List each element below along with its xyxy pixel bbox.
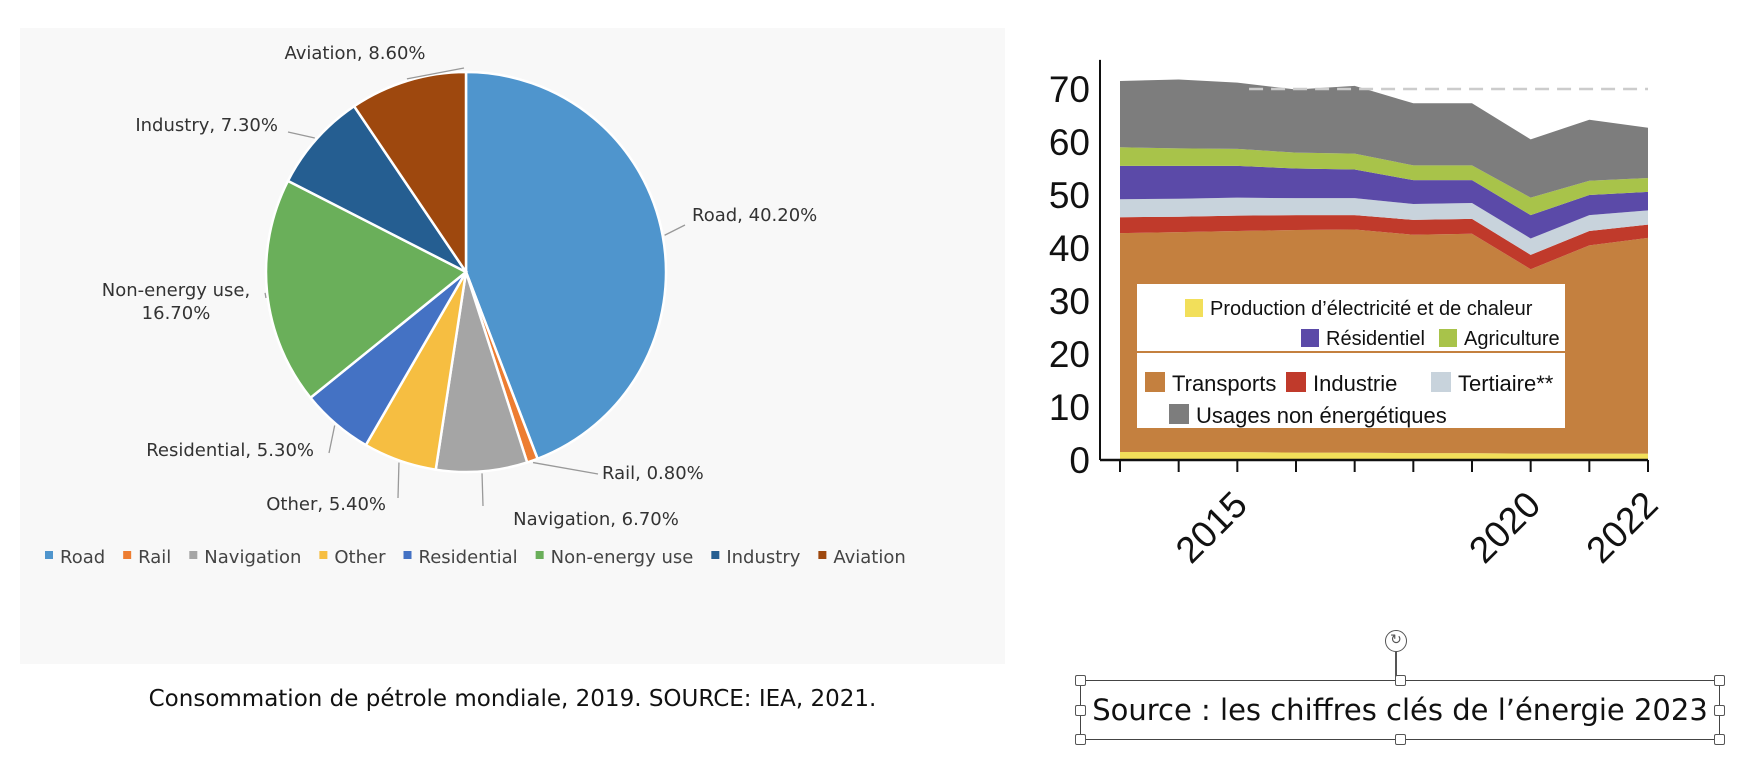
area-layer-production-d-electricite-et-de-chaleur	[1120, 452, 1648, 460]
pie-slices	[264, 70, 668, 474]
pie-legend-label-rail: Rail	[138, 547, 171, 568]
resize-handle-bottom-right[interactable]	[1714, 734, 1725, 745]
area-legend-swatch-residentiel	[1301, 329, 1319, 347]
pie-label-rail: Rail, 0.80%	[602, 463, 704, 484]
area-legend-label-agriculture: Agriculture	[1464, 328, 1560, 350]
pie-legend-swatch-navigation	[189, 551, 198, 559]
pie-leader-road	[664, 224, 686, 236]
rotate-handle-stem	[1395, 652, 1397, 680]
pie-legend-label-residential: Residential	[419, 547, 518, 568]
pie-slice-industry	[286, 104, 468, 274]
resize-handle-top[interactable]	[1395, 675, 1406, 686]
pie-labels: Road, 40.20% Rail, 0.80% Navigation, 6.70%…	[102, 43, 817, 530]
pie-leader-industry	[287, 131, 315, 139]
area-layer-industrie	[1120, 215, 1648, 270]
x-ticks	[1119, 460, 1649, 472]
pie-label-line: 16.70%	[142, 303, 211, 324]
area-legend-box	[1137, 284, 1565, 428]
x-tick-label: 2022	[1578, 484, 1665, 571]
area-legend-swatch-production-d-electricite-et-de-chaleur	[1185, 299, 1203, 317]
pie-legend: Road Rail Navigation Other Residential Non-en…	[45, 547, 906, 568]
x-tick-labels: 2015 2020 2022	[1168, 484, 1666, 571]
resize-handle-top-left[interactable]	[1075, 675, 1086, 686]
pie-legend-swatch-rail	[123, 551, 132, 559]
pie-legend-label-industry: Industry	[726, 547, 800, 568]
pie-legend-label-other: Other	[334, 547, 386, 568]
area-layer-tertiaire	[1120, 197, 1648, 255]
pie-legend-label-non-energy-use: Non-energy use	[551, 547, 694, 568]
pie-label-road: Road, 40.20%	[692, 205, 817, 226]
area-legend-label-usages-non-energetiques: Usages non énergétiques	[1196, 403, 1447, 428]
source-text[interactable]: Source : les chiffres clés de l’énergie …	[1092, 693, 1708, 727]
pie-chart: Road, 40.20% Rail, 0.80% Navigation, 6.70%…	[45, 43, 906, 568]
area-legend-swatch-transports	[1145, 372, 1165, 392]
pie-legend-swatch-residential	[403, 551, 412, 559]
pie-slice-aviation	[352, 70, 468, 277]
x-tick-label: 2020	[1461, 484, 1548, 571]
y-tick-labels: 0 10 20 30 40 50 60 70	[1049, 69, 1090, 481]
y-tick-label: 20	[1049, 334, 1090, 375]
pie-legend-swatch-road	[45, 551, 53, 559]
area-layer-agriculture	[1120, 147, 1648, 216]
pie-label-aviation: Aviation, 8.60%	[284, 43, 425, 64]
area-legend: Production d’électricité et de chaleur Ré…	[1137, 284, 1565, 428]
y-tick-label: 0	[1069, 440, 1090, 481]
pie-leader-navigation	[481, 473, 484, 507]
source-text-box[interactable]: Source : les chiffres clés de l’énergie …	[1075, 675, 1725, 745]
area-legend-swatch-agriculture	[1439, 329, 1457, 347]
pie-leader-other	[397, 462, 400, 499]
area-legend-label-industrie: Industrie	[1313, 371, 1397, 396]
y-tick-label: 30	[1049, 281, 1090, 322]
y-tick-label: 70	[1049, 69, 1090, 110]
pie-label-non-energy-use: Non-energy use, 16.70%	[102, 280, 250, 324]
pie-label-navigation: Navigation, 6.70%	[513, 509, 679, 530]
resize-handle-bottom-left[interactable]	[1075, 734, 1086, 745]
area-legend-swatch-tertiaire	[1431, 372, 1451, 392]
pie-label-line: Non-energy use,	[102, 280, 250, 301]
y-tick-label: 50	[1049, 175, 1090, 216]
pie-label-other: Other, 5.40%	[266, 494, 386, 515]
rotate-handle-icon[interactable]: ↻	[1385, 630, 1407, 652]
area-layer-usages-non-energetiques	[1120, 79, 1648, 198]
pie-leader-residential	[328, 425, 336, 454]
area-legend-swatch-usages-non-energetiques	[1169, 404, 1189, 424]
pie-legend-label-navigation: Navigation	[204, 547, 301, 568]
pie-chart-panel: Road, 40.20% Rail, 0.80% Navigation, 6.70%…	[20, 28, 1005, 664]
area-legend-label-tertiaire: Tertiaire**	[1458, 371, 1554, 396]
resize-handle-top-right[interactable]	[1714, 675, 1725, 686]
pie-legend-swatch-other	[319, 551, 328, 559]
pie-label-residential: Residential, 5.30%	[146, 440, 314, 461]
resize-handle-right[interactable]	[1714, 705, 1725, 716]
area-legend-label-production-d-electricite-et-de-chaleur: Production d’électricité et de chaleur	[1210, 298, 1533, 320]
pie-legend-swatch-non-energy-use	[535, 551, 544, 559]
pie-slice-non-energy-use	[264, 179, 469, 400]
pie-leader-rail	[532, 461, 599, 475]
resize-handle-bottom[interactable]	[1395, 734, 1406, 745]
y-tick-label: 60	[1049, 122, 1090, 163]
pie-chart-caption: Consommation de pétrole mondiale, 2019. …	[148, 686, 877, 712]
resize-handle-left[interactable]	[1075, 705, 1086, 716]
pie-label-industry: Industry, 7.30%	[135, 115, 278, 136]
pie-legend-swatch-industry	[711, 551, 720, 559]
y-tick-label: 40	[1049, 228, 1090, 269]
x-tick-label: 2015	[1168, 484, 1255, 571]
pie-legend-swatch-aviation	[818, 551, 827, 559]
area-legend-label-residentiel: Résidentiel	[1326, 328, 1425, 350]
pie-legend-label-aviation: Aviation	[833, 547, 905, 568]
area-legend-label-transports: Transports	[1172, 371, 1276, 396]
pie-leader-aviation	[406, 67, 465, 80]
area-layer-residentiel	[1120, 165, 1648, 239]
y-tick-label: 10	[1049, 387, 1090, 428]
pie-slice-road	[464, 70, 668, 461]
pie-legend-label-road: Road	[60, 547, 105, 568]
area-legend-swatch-industrie	[1286, 372, 1306, 392]
pie-leader-non-energy-use	[264, 292, 267, 299]
